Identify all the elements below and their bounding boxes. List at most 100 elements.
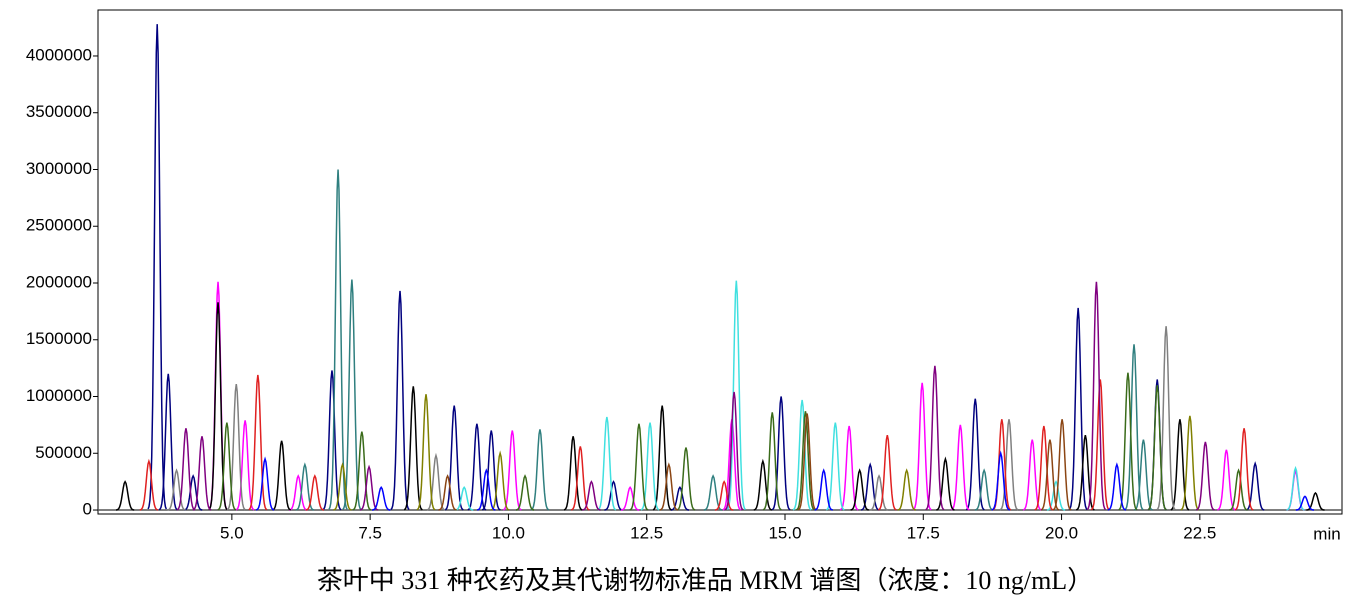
peak (1107, 462, 1127, 511)
peak (1068, 307, 1088, 511)
peak (403, 386, 423, 511)
peak (467, 423, 487, 511)
peak (1090, 379, 1110, 511)
y-tick-label: 3500000 (26, 102, 92, 121)
peak (490, 450, 510, 511)
peak (272, 440, 292, 511)
peak (139, 458, 159, 511)
peak (797, 413, 817, 511)
peak (115, 480, 135, 511)
peak (1229, 468, 1248, 511)
peak (1180, 415, 1200, 511)
x-tick-label: 17.5 (907, 523, 940, 542)
peak (796, 411, 815, 511)
peak (352, 431, 372, 511)
peak (1124, 344, 1144, 511)
peak (477, 468, 496, 511)
peak (438, 474, 457, 511)
peak (850, 468, 869, 511)
peak (255, 456, 275, 511)
peak (1046, 480, 1066, 511)
peak (502, 430, 522, 511)
peak (640, 422, 660, 511)
peak (570, 446, 590, 511)
peak (444, 405, 464, 511)
peak (289, 474, 308, 511)
peak (604, 480, 623, 511)
peak (676, 447, 696, 511)
peak (620, 485, 640, 511)
peak (860, 462, 880, 511)
peak (936, 456, 955, 511)
chart-title: 茶叶中 331 种农药及其代谢物标准品 MRM 谱图（浓度：10 ng/mL） (317, 566, 1093, 595)
peak (965, 398, 985, 511)
peak (814, 468, 833, 511)
x-tick-label: 5.0 (220, 523, 244, 542)
peak (629, 423, 649, 511)
peak (974, 468, 994, 511)
peak (877, 434, 897, 511)
y-tick-label: 1500000 (26, 329, 92, 348)
peak (925, 365, 945, 511)
peak (1295, 495, 1315, 511)
peak (1196, 441, 1215, 511)
peak (1217, 449, 1236, 511)
peak (726, 280, 747, 511)
peak (724, 391, 744, 511)
peak (305, 474, 325, 511)
peak (1147, 385, 1167, 511)
y-tick-label: 4000000 (26, 45, 92, 64)
x-tick-label: 12.5 (630, 523, 663, 542)
plot-frame (97, 9, 1343, 515)
peak (158, 373, 178, 511)
peak (515, 474, 535, 511)
x-tick-label: 15.0 (768, 523, 801, 542)
peak (652, 405, 672, 511)
peak (1118, 372, 1138, 511)
peak (147, 24, 167, 510)
peak (167, 468, 186, 511)
x-axis-label: min (1313, 524, 1340, 543)
x-tick-label: 10.0 (492, 523, 525, 542)
peak (991, 450, 1011, 511)
y-tick-label: 500000 (35, 443, 92, 462)
peak (869, 474, 889, 511)
y-tick-label: 1000000 (26, 386, 92, 405)
peak (714, 480, 734, 511)
peak (1306, 491, 1325, 511)
peak (248, 374, 268, 511)
peak (659, 462, 679, 511)
peak (897, 468, 916, 511)
peak (1234, 428, 1254, 511)
peak (950, 424, 970, 511)
peak (481, 430, 501, 511)
peak (582, 480, 601, 511)
peak (912, 382, 932, 511)
x-tick-label: 22.5 (1183, 523, 1216, 542)
peak (226, 383, 246, 511)
peak (1086, 281, 1107, 511)
peak (1170, 419, 1190, 511)
peak (999, 419, 1019, 511)
y-tick-label: 2000000 (26, 272, 92, 291)
peak (1245, 461, 1265, 511)
peak (416, 394, 436, 511)
peak (328, 169, 348, 510)
y-tick-label: 3000000 (26, 159, 92, 178)
peak (753, 458, 773, 511)
peak (1075, 434, 1095, 511)
peak (530, 429, 550, 511)
y-tick-label: 0 (83, 500, 92, 519)
peak (333, 462, 352, 511)
peak (771, 396, 791, 511)
peak (372, 485, 391, 511)
peak (1052, 419, 1072, 511)
peak (597, 416, 617, 511)
peak (390, 290, 410, 511)
peak (359, 464, 379, 511)
peak (1156, 326, 1176, 511)
peak (192, 436, 212, 511)
peak (1286, 465, 1305, 511)
